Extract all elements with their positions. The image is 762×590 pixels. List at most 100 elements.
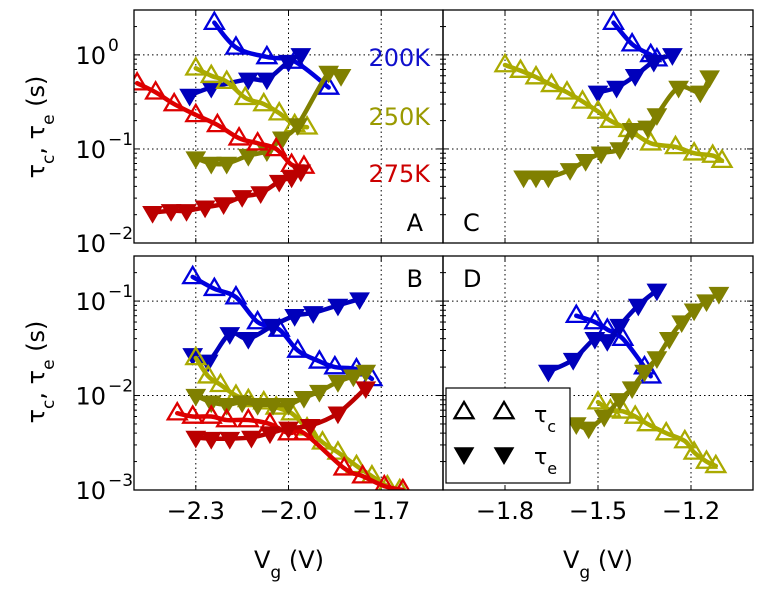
data-point-tau-e <box>662 48 683 66</box>
series-250k-tau-c <box>586 389 728 474</box>
panel-letter-b: B <box>407 265 423 293</box>
data-point-tau-e <box>200 156 222 175</box>
data-point-tau-e <box>327 298 349 317</box>
data-point-tau-c <box>184 345 208 366</box>
data-point-tau-e <box>621 123 643 141</box>
data-point-tau-e <box>219 327 241 345</box>
series-275k-tau-e <box>142 164 312 224</box>
data-point-tau-e <box>142 205 163 224</box>
data-point-tau-c <box>317 75 341 95</box>
data-point-tau-e <box>637 120 658 139</box>
data-point-tau-c <box>209 372 233 393</box>
data-point-tau-e <box>593 409 615 428</box>
data-point-tau-c <box>165 400 189 421</box>
y-tick-label: 10 <box>75 230 106 258</box>
data-point-tau-e <box>290 48 312 66</box>
data-point-tau-e <box>643 54 665 73</box>
data-point-tau-c <box>583 309 607 330</box>
x-tick-label: −1.7 <box>352 497 410 525</box>
data-point-tau-c <box>598 108 622 128</box>
data-point-tau-e <box>299 418 321 437</box>
data-point-tau-c <box>654 420 678 441</box>
y-tick-exponent: −3 <box>108 471 133 491</box>
data-point-tau-e <box>343 369 364 388</box>
data-point-tau-e <box>219 431 241 450</box>
series-250k-tau-e <box>185 364 377 416</box>
data-point-tau-e <box>284 309 306 327</box>
data-point-tau-c <box>286 338 310 358</box>
data-point-tau-e <box>562 352 584 371</box>
data-point-tau-e <box>609 393 631 411</box>
data-point-tau-c <box>246 309 270 330</box>
series-250k-tau-e <box>565 286 730 440</box>
data-point-tau-e <box>259 426 281 445</box>
x-tick-label: −1.2 <box>662 497 720 525</box>
data-point-tau-e <box>355 381 377 400</box>
data-point-tau-c <box>611 399 635 419</box>
data-point-tau-c <box>205 112 229 133</box>
data-point-tau-c <box>539 72 564 93</box>
legend-marker-tau-c <box>452 399 476 420</box>
data-point-tau-e <box>658 331 680 350</box>
data-point-tau-e <box>634 364 655 383</box>
data-point-tau-c <box>184 102 208 123</box>
data-point-tau-c <box>374 473 394 490</box>
data-point-tau-e <box>256 72 278 91</box>
data-point-tau-e <box>200 395 222 414</box>
panel-letter-c: C <box>463 209 480 237</box>
data-point-tau-c <box>351 463 375 484</box>
data-point-tau-c <box>236 407 260 428</box>
data-point-tau-c <box>682 440 706 460</box>
data-point-tau-c <box>307 349 331 369</box>
series-250k-tau-c <box>493 52 734 169</box>
y-tick-exponent: −2 <box>108 224 133 244</box>
legend-marker-tau-e <box>493 447 515 465</box>
data-point-tau-c <box>639 130 663 151</box>
data-point-tau-c <box>710 148 734 169</box>
data-point-tau-e <box>287 118 309 136</box>
axes-frame <box>442 9 754 244</box>
data-point-tau-e <box>559 163 581 181</box>
x-tick-label: −2.3 <box>167 497 225 525</box>
legend-box <box>445 387 571 484</box>
data-point-tau-e <box>646 108 668 126</box>
data-point-tau-e <box>627 298 649 317</box>
data-point-tau-c <box>227 125 251 146</box>
data-point-tau-c <box>199 404 223 424</box>
data-point-tau-c <box>326 440 350 460</box>
data-point-tau-e <box>606 80 627 99</box>
x-axis-label-right: Vg (V) <box>563 546 633 583</box>
data-point-tau-c <box>508 58 533 78</box>
data-point-tau-e <box>671 315 693 334</box>
data-point-tau-c <box>202 276 226 297</box>
series-200k-tau-c <box>202 10 341 95</box>
data-point-tau-e <box>194 200 216 219</box>
y-tick-exponent: 0 <box>108 36 119 56</box>
data-point-tau-e <box>185 430 207 449</box>
data-point-tau-e <box>609 318 631 337</box>
data-point-tau-c <box>704 453 728 474</box>
series-200k-tau-e <box>587 48 683 104</box>
data-point-tau-e <box>587 85 609 104</box>
data-point-tau-e <box>590 146 612 165</box>
data-point-tau-e <box>609 142 631 160</box>
series-200k-tau-c <box>181 264 384 387</box>
data-point-tau-e <box>575 153 596 172</box>
data-point-tau-e <box>689 85 711 104</box>
data-point-tau-c <box>673 428 697 449</box>
data-point-tau-e <box>241 430 262 449</box>
data-point-tau-c <box>493 52 517 73</box>
data-point-tau-c <box>395 477 411 490</box>
data-point-tau-e <box>250 186 272 204</box>
data-point-tau-c <box>332 455 356 476</box>
legend-label: τc <box>534 403 556 436</box>
data-point-tau-e <box>646 351 668 369</box>
data-point-tau-e <box>231 395 253 414</box>
data-point-tau-e <box>278 397 299 416</box>
y-tick-exponent: −2 <box>108 377 133 397</box>
data-point-tau-c <box>623 404 647 424</box>
data-point-tau-e <box>699 70 720 89</box>
data-point-tau-e <box>330 69 352 87</box>
data-point-tau-e <box>185 388 207 407</box>
data-point-tau-c <box>181 404 205 424</box>
